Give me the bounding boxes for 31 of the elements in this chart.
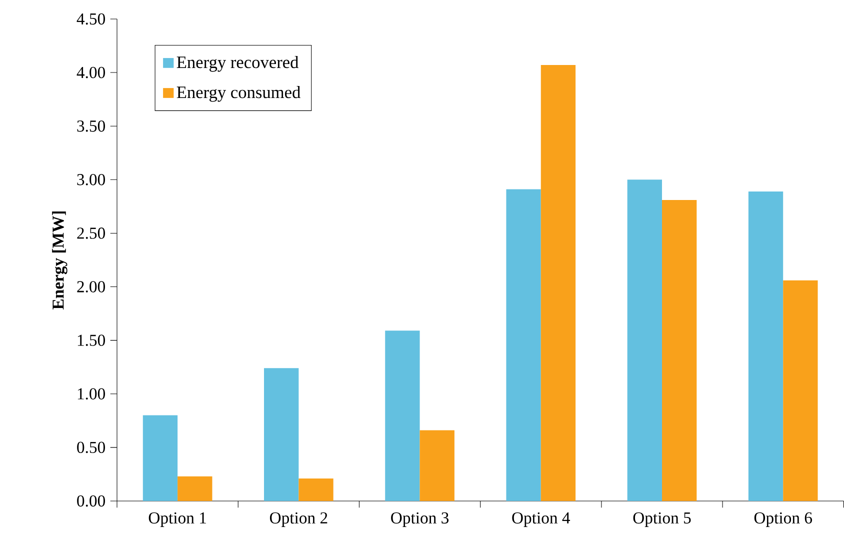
x-tick-label: Option 6	[754, 512, 812, 527]
y-tick-label: 3.00	[77, 174, 105, 186]
legend-label: Energy recovered	[176, 56, 299, 72]
x-tick-label: Option 3	[391, 512, 449, 527]
y-tick-label: 3.50	[77, 120, 105, 132]
bar	[420, 430, 454, 501]
y-tick-label: 1.00	[78, 388, 105, 400]
bar	[748, 191, 784, 501]
y-tick-label: 4.00	[76, 66, 105, 78]
x-tick-label: Option 1	[148, 512, 206, 527]
bar	[298, 478, 334, 501]
bar	[264, 368, 299, 501]
x-tick-label: Option 2	[270, 512, 328, 527]
y-axis-title: Energy [MW]	[52, 211, 68, 310]
bar	[142, 415, 178, 501]
y-tick-label: 4.50	[76, 13, 105, 25]
y-tick-label: 0.00	[77, 495, 105, 507]
bar	[783, 280, 818, 501]
bar	[627, 180, 662, 501]
y-tick-label: 0.50	[77, 442, 105, 454]
x-tick-label: Option 4	[512, 512, 570, 527]
bar	[385, 330, 420, 501]
y-tick-label: 2.50	[77, 228, 105, 239]
bar	[662, 200, 697, 501]
bar	[540, 65, 576, 501]
x-tick-label: Option 5	[633, 512, 691, 527]
y-tick-label: 2.00	[77, 281, 105, 292]
bar	[178, 476, 212, 501]
legend-label: Energy consumed	[176, 86, 300, 102]
bar	[506, 189, 541, 501]
y-tick-label: 1.50	[78, 334, 105, 346]
